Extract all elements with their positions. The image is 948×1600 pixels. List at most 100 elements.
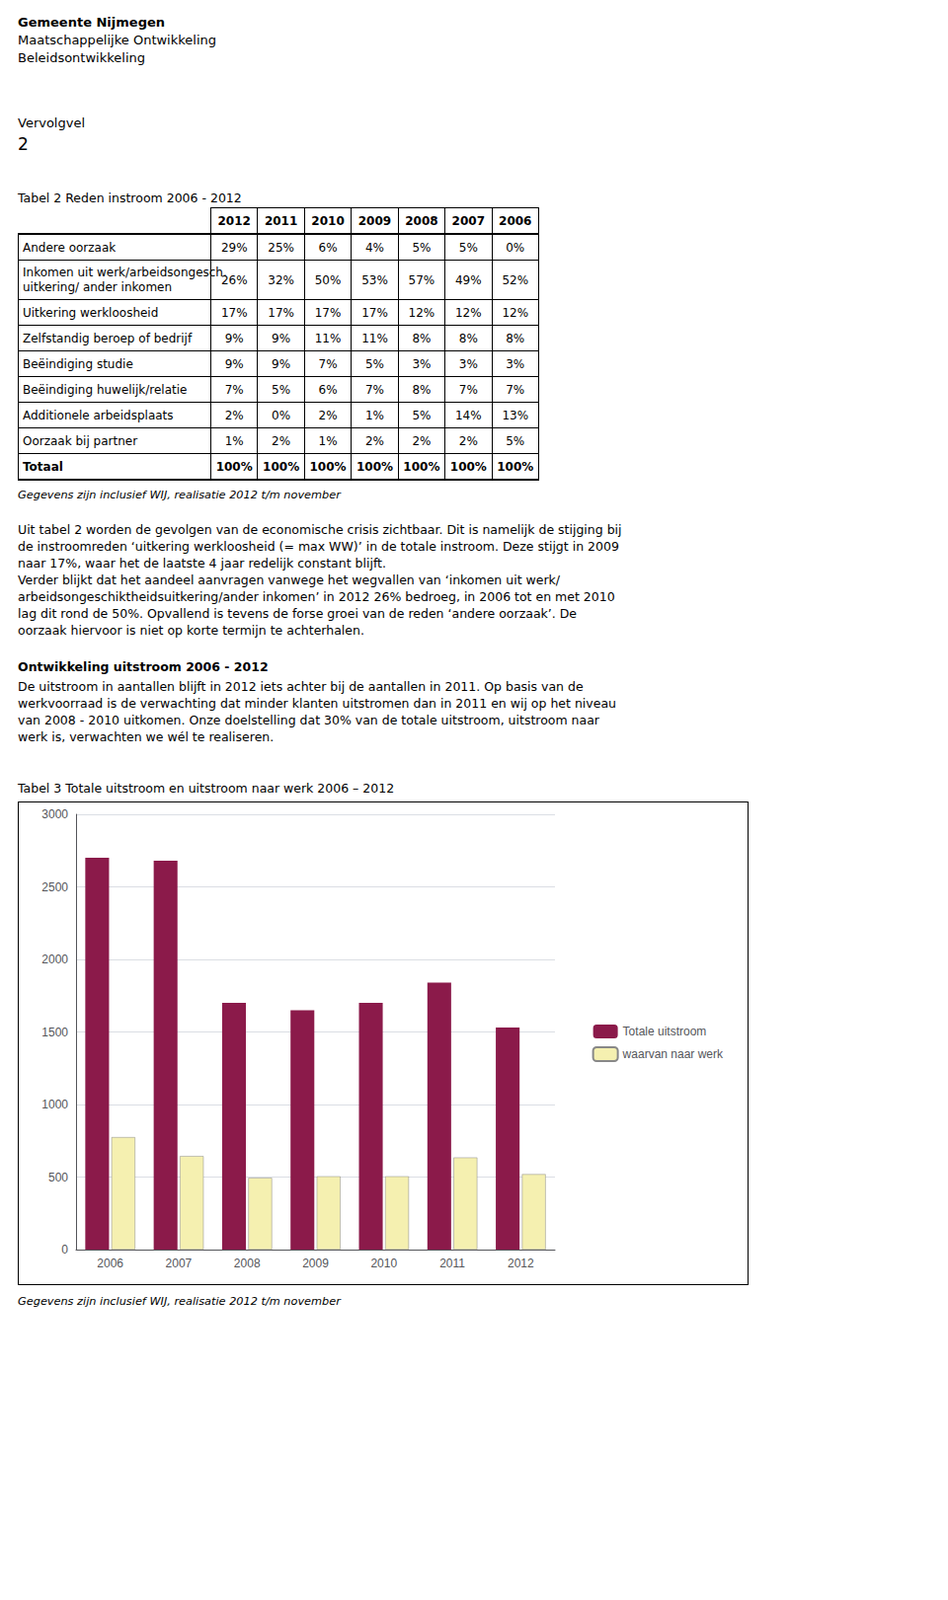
html-text:100%: 100% <box>356 459 394 474</box>
html-text:17%: 17% <box>267 305 295 320</box>
html-text:100%: 100% <box>450 459 487 474</box>
html-text:Zelfstandig beroep of bedrijf: Zelfstandig beroep of bedrijf <box>22 331 192 346</box>
html-text:Vervolgvel: Vervolgvel <box>17 115 85 131</box>
html-text:van 2008 - 2010 uitkomen. Onze: van 2008 - 2010 uitkomen. Onze doelstell… <box>17 712 600 728</box>
html-text:26%: 26% <box>221 273 248 287</box>
html-text:5%: 5% <box>458 240 478 255</box>
html-text:arbeidsongeschiktheidsuitkerin: arbeidsongeschiktheidsuitkering/ander in… <box>17 589 615 605</box>
svg-text:2500: 2500 <box>41 880 69 895</box>
html-text:17%: 17% <box>361 305 388 320</box>
svg-text:0: 0 <box>61 1243 69 1258</box>
html-text:Beleidsontwikkeling: Beleidsontwikkeling <box>17 50 146 66</box>
html-text:Tabel 3 Totale uitstroom en ui: Tabel 3 Totale uitstroom en uitstroom na… <box>17 781 395 796</box>
html-text:7%: 7% <box>318 356 338 371</box>
html-text:17%: 17% <box>314 305 342 320</box>
html-text:25%: 25% <box>267 240 295 255</box>
svg-text:2012: 2012 <box>507 1257 535 1271</box>
html-text:2%: 2% <box>224 408 244 423</box>
html-text:13%: 13% <box>502 408 529 423</box>
html-text:29%: 29% <box>221 240 248 255</box>
html-text:Beëindiging studie: Beëindiging studie <box>22 356 134 371</box>
html-text:7%: 7% <box>505 382 525 397</box>
html-text:7%: 7% <box>365 382 385 397</box>
html-text:7%: 7% <box>224 382 244 397</box>
svg-text:3000: 3000 <box>41 807 69 822</box>
svg-text:1000: 1000 <box>41 1098 69 1112</box>
html-text:100%: 100% <box>403 459 440 474</box>
html-text:uitkering/ ander inkomen: uitkering/ ander inkomen <box>22 279 172 294</box>
html-text:Inkomen uit werk/arbeidsongesc: Inkomen uit werk/arbeidsongesch. <box>22 265 227 279</box>
html-text:2008: 2008 <box>405 213 439 228</box>
html-text:lag dit rond de 50%. Opvallend: lag dit rond de 50%. Opvallend is tevens… <box>17 606 577 622</box>
html-text:9%: 9% <box>224 331 244 346</box>
html-text:werk is, verwachten we wél te: werk is, verwachten we wél te realiseren… <box>17 729 274 745</box>
html-text:5%: 5% <box>271 382 291 397</box>
svg-text:2009: 2009 <box>302 1257 329 1271</box>
html-text:12%: 12% <box>408 305 435 320</box>
html-text:100%: 100% <box>496 459 534 474</box>
html-text:0%: 0% <box>271 408 291 423</box>
html-text:Totaal: Totaal <box>22 459 64 474</box>
html-text:9%: 9% <box>271 356 291 371</box>
html-text:Uitkering werkloosheid: Uitkering werkloosheid <box>22 305 159 320</box>
html-text:8%: 8% <box>458 331 478 346</box>
svg-text:2011: 2011 <box>439 1257 466 1271</box>
html-text:0%: 0% <box>505 240 525 255</box>
html-text:2010: 2010 <box>311 213 345 228</box>
html-text:100%: 100% <box>262 459 300 474</box>
html-text:De uitstroom in aantallen blij: De uitstroom in aantallen blijft in 2012… <box>17 679 584 695</box>
svg-text:500: 500 <box>48 1171 69 1185</box>
html-text:de instroomreden ‘uitkering we: de instroomreden ‘uitkering werkloosheid… <box>17 539 620 554</box>
html-text:12%: 12% <box>502 305 529 320</box>
html-text:Verder blijkt dat het aandeel: Verder blijkt dat het aandeel aanvragen … <box>17 572 560 588</box>
html-text:Andere oorzaak: Andere oorzaak <box>22 240 116 255</box>
svg-text:2007: 2007 <box>165 1257 193 1271</box>
html-text:Ontwikkeling uitstroom 2006 -: Ontwikkeling uitstroom 2006 - 2012 <box>17 659 269 675</box>
html-text:2012: 2012 <box>217 213 251 228</box>
html-text:Maatschappelijke Ontwikkeling: Maatschappelijke Ontwikkeling <box>17 32 217 48</box>
svg-text:2006: 2006 <box>96 1257 124 1271</box>
html-text:2%: 2% <box>318 408 338 423</box>
svg-text:2010: 2010 <box>370 1257 397 1271</box>
svg-text:waarvan naar werk: waarvan naar werk <box>622 1047 724 1062</box>
html-text:3%: 3% <box>458 356 478 371</box>
html-text:8%: 8% <box>505 331 525 346</box>
html-text:6%: 6% <box>318 382 338 397</box>
html-text:14%: 14% <box>455 408 482 423</box>
html-text:4%: 4% <box>365 240 385 255</box>
html-text:werkvoorraad is de verwachting: werkvoorraad is de verwachting dat minde… <box>17 696 617 711</box>
html-text:100%: 100% <box>215 459 253 474</box>
html-text:9%: 9% <box>224 356 244 371</box>
html-text:oorzaak hiervoor is niet op ko: oorzaak hiervoor is niet op korte termij… <box>17 623 365 638</box>
html-text:2011: 2011 <box>264 213 298 228</box>
html-text:9%: 9% <box>271 331 291 346</box>
html-text:Tabel 2 Reden instroom 2006 -: Tabel 2 Reden instroom 2006 - 2012 <box>17 190 242 206</box>
html-text:7%: 7% <box>458 382 478 397</box>
html-text:8%: 8% <box>412 382 431 397</box>
html-text:100%: 100% <box>309 459 347 474</box>
svg-text:Totale uitstroom: Totale uitstroom <box>623 1025 708 1039</box>
html-text:5%: 5% <box>412 240 431 255</box>
html-text:naar 17%, waar het de laatste: naar 17%, waar het de laatste 4 jaar red… <box>17 555 387 571</box>
html-text:5%: 5% <box>412 408 431 423</box>
html-text:2007: 2007 <box>451 213 485 228</box>
svg-text:2000: 2000 <box>41 952 69 967</box>
svg-text:1500: 1500 <box>41 1026 69 1040</box>
html-text:2009: 2009 <box>358 213 392 228</box>
html-text:5%: 5% <box>365 356 385 371</box>
html-text:Gemeente Nijmegen: Gemeente Nijmegen <box>17 14 165 30</box>
html-text:6%: 6% <box>318 240 338 255</box>
html-text:Additionele arbeidsplaats: Additionele arbeidsplaats <box>22 408 174 423</box>
html-text:3%: 3% <box>505 356 525 371</box>
html-text:8%: 8% <box>412 331 431 346</box>
html-text:Uit tabel 2 worden de gevolgen: Uit tabel 2 worden de gevolgen van de ec… <box>17 522 622 538</box>
html-text:11%: 11% <box>314 331 342 346</box>
svg-text:2008: 2008 <box>234 1257 261 1271</box>
html-text:11%: 11% <box>361 331 388 346</box>
html-text:1%: 1% <box>365 408 385 423</box>
html-text:2006: 2006 <box>498 213 532 228</box>
html-text:3%: 3% <box>412 356 431 371</box>
html-text:17%: 17% <box>221 305 248 320</box>
html-text:Beëindiging huwelijk/relatie: Beëindiging huwelijk/relatie <box>22 382 188 397</box>
html-text:12%: 12% <box>455 305 482 320</box>
